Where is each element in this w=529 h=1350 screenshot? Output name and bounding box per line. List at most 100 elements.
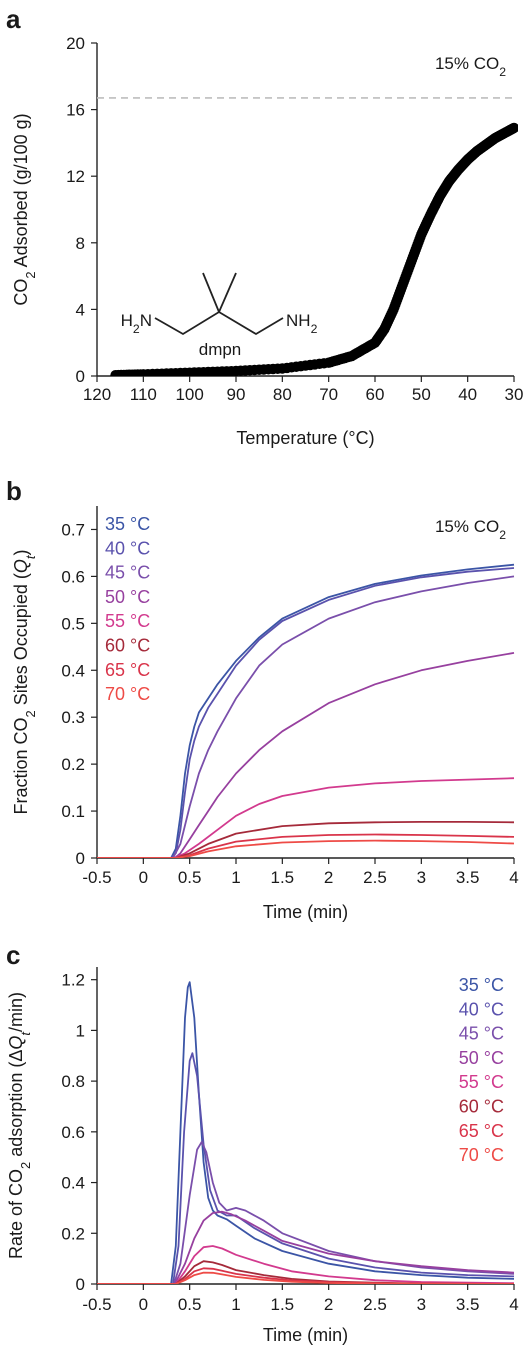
y-tick-label: 0.5 xyxy=(61,614,85,633)
y-tick-label: 0 xyxy=(76,1275,85,1294)
y-tick-label: 0.6 xyxy=(61,1123,85,1142)
x-axis-title: Time (min) xyxy=(263,1325,348,1345)
annotation-co2: 15% CO2 xyxy=(435,517,506,542)
legend-item-65: 65 °C xyxy=(459,1121,504,1141)
series-line-70 xyxy=(97,839,515,858)
x-tick-label: 3 xyxy=(417,1295,426,1314)
y-tick-label: 0.2 xyxy=(61,1224,85,1243)
plot-area xyxy=(97,563,515,858)
methyl-bond xyxy=(202,272,220,313)
x-tick-label: 120 xyxy=(83,385,111,404)
molecule-label: dmpn xyxy=(199,340,242,359)
x-axis-title: Time (min) xyxy=(263,902,348,922)
x-tick-label: -0.5 xyxy=(82,868,111,887)
y-axis-title: Fraction CO2 Sites Occupied (Qt) xyxy=(11,550,38,815)
legend-item-35: 35 °C xyxy=(459,975,504,995)
x-tick-label: 4 xyxy=(509,1295,518,1314)
x-tick-label: 100 xyxy=(175,385,203,404)
y-tick-label: 8 xyxy=(76,234,85,253)
y-tick-label: 0.1 xyxy=(61,802,85,821)
x-axis-title: Temperature (°C) xyxy=(236,428,374,448)
legend-item-40: 40 °C xyxy=(105,538,150,558)
methyl-bond xyxy=(218,272,237,313)
legend-item-45: 45 °C xyxy=(459,1024,504,1044)
panel-a: a 0 4 8 12 16 20 120 110 100 90 80 70 60 50 40 30 Tempera… xyxy=(6,4,523,448)
x-tick-label: 1 xyxy=(231,868,240,887)
legend-item-50: 50 °C xyxy=(459,1048,504,1068)
series-line-45 xyxy=(97,575,515,858)
series-line-45 xyxy=(97,1141,515,1284)
x-tick-label: 2 xyxy=(324,1295,333,1314)
series-line-40 xyxy=(97,1052,515,1284)
series-line-35 xyxy=(97,981,515,1284)
x-tick-label: 4 xyxy=(509,868,518,887)
series-line-50 xyxy=(97,1210,515,1284)
y-tick-label: 1.2 xyxy=(61,971,85,990)
legend-item-60: 60 °C xyxy=(459,1097,504,1117)
series-line-55 xyxy=(97,777,515,858)
x-tick-label: 110 xyxy=(130,385,157,404)
y-tick-label: 12 xyxy=(66,167,85,186)
series-line-55 xyxy=(97,1245,515,1284)
x-tick-label: 1.5 xyxy=(271,1295,295,1314)
panel-letter-b: b xyxy=(6,476,22,506)
x-tick-label: 0 xyxy=(139,1295,148,1314)
legend-item-55: 55 °C xyxy=(459,1072,504,1092)
x-tick-label: 3.5 xyxy=(456,1295,480,1314)
y-tick-label: 0.7 xyxy=(61,520,85,539)
x-tick-label: 2.5 xyxy=(363,868,387,887)
plot-area xyxy=(97,981,515,1284)
y-tick-label: 0.8 xyxy=(61,1072,85,1091)
data-point xyxy=(508,122,518,134)
y-tick-label: 16 xyxy=(66,101,85,120)
series-line-50 xyxy=(97,652,515,858)
panel-letter-a: a xyxy=(6,4,21,34)
y-tick-label: 1 xyxy=(76,1021,85,1040)
amine-group-right: NH2 xyxy=(286,311,318,336)
legend-item-70: 70 °C xyxy=(459,1145,504,1165)
x-tick-label: 60 xyxy=(366,385,385,404)
series-line-70 xyxy=(97,1271,515,1284)
panel-b: b00.10.20.30.40.50.60.7-0.5 0 0.5 1 1.5 2 2.5 3… xyxy=(6,476,519,922)
legend-item-40: 40 °C xyxy=(459,999,504,1019)
x-tick-label: 3 xyxy=(417,868,426,887)
y-axis-title: Rate of CO2 adsorption (ΔQt/min) xyxy=(6,992,33,1259)
legend-item-55: 55 °C xyxy=(105,611,150,631)
x-tick-label: 50 xyxy=(412,385,431,404)
x-tick-label: 90 xyxy=(227,385,246,404)
y-tick-label: 4 xyxy=(76,300,85,319)
y-tick-label: 0.3 xyxy=(61,708,85,727)
series-line-60 xyxy=(97,821,515,858)
y-tick-label: 0.4 xyxy=(61,661,85,680)
x-tick-label: 30 xyxy=(505,385,524,404)
legend-item-50: 50 °C xyxy=(105,587,150,607)
x-tick-label: -0.5 xyxy=(82,1295,111,1314)
x-tick-label: 0 xyxy=(139,868,148,887)
y-tick-label: 0 xyxy=(76,367,85,386)
series-line-35 xyxy=(97,563,515,858)
x-tick-label: 40 xyxy=(458,385,477,404)
y-tick-label: 0.2 xyxy=(61,755,85,774)
x-tick-label: 80 xyxy=(273,385,292,404)
panel-c: c00.20.40.60.811.2-0.5 0 0.5 1 1.5 2 2.5 3 3.5 4T… xyxy=(6,940,519,1345)
x-tick-label: 2 xyxy=(324,868,333,887)
legend-item-60: 60 °C xyxy=(105,636,150,656)
x-tick-label: 1 xyxy=(231,1295,240,1314)
x-tick-label: 1.5 xyxy=(271,868,295,887)
legend-item-35: 35 °C xyxy=(105,514,150,534)
series-line-40 xyxy=(97,567,515,858)
plot-area xyxy=(97,97,518,376)
legend-item-45: 45 °C xyxy=(105,563,150,583)
x-tick-label: 3.5 xyxy=(456,868,480,887)
legend-item-65: 65 °C xyxy=(105,660,150,680)
series-line-65 xyxy=(97,833,515,858)
legend-item-70: 70 °C xyxy=(105,684,150,704)
y-tick-label: 0 xyxy=(76,849,85,868)
x-tick-label: 0.5 xyxy=(178,868,202,887)
x-tick-label: 0.5 xyxy=(178,1295,202,1314)
annotation-co2: 15% CO2 xyxy=(435,54,506,79)
dmpn-structure: H2N NH2 dmpn xyxy=(121,272,318,359)
molecule-backbone xyxy=(154,310,284,336)
x-tick-label: 2.5 xyxy=(363,1295,387,1314)
